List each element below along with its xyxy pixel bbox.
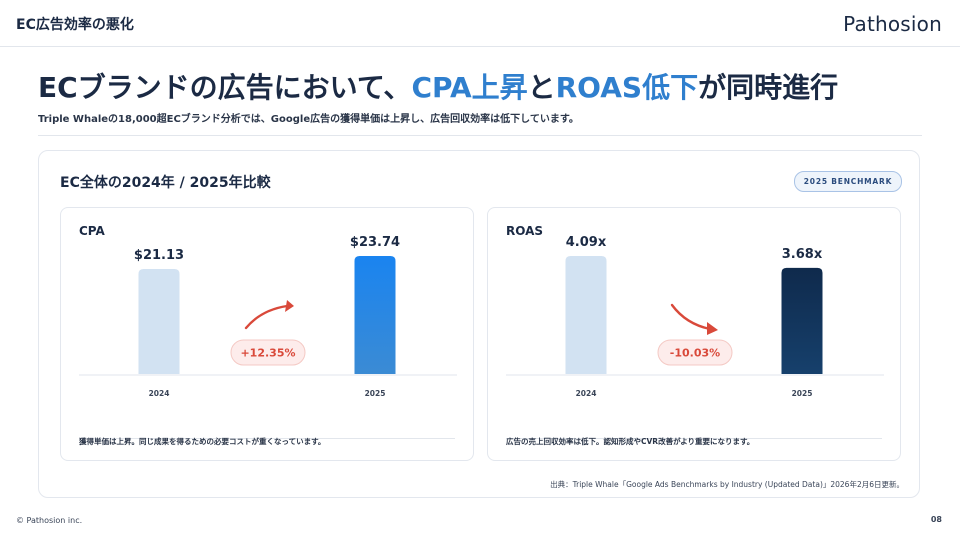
cpa-value-label-2025: $23.74 [350,235,400,250]
roas-note: 広告の売上回収効率は低下。認知形成やCVR改善がより重要になります。 [506,437,755,446]
roas-change-pill [657,339,733,366]
roas-value-label-2024: 4.09x [566,235,607,250]
cpa-value-label-2024: $21.13 [134,248,184,263]
roas-panel: ROAS 4.09x 2024 3.68x 2025 -10.03% 広告の売上回収効率… [487,207,901,461]
cpa-note-divider [79,438,455,439]
content-divider [38,135,922,136]
benchmark-badge: 2025 BENCHMARK [794,171,902,192]
page-headline: ECブランドの広告において、CPA上昇とROAS低下が同時進行 [38,66,838,106]
cpa-category-label-2024: 2024 [149,389,170,398]
cpa-note: 獲得単価は上昇。同じ成果を得るための必要コストが重くなっています。 [79,437,326,446]
roas-change-arrow-icon [670,303,712,331]
section-title: EC広告効率の悪化 [16,17,134,33]
headline-highlight-roas: ROAS低下 [555,71,699,104]
header-divider [0,46,960,47]
roas-bar-2024 [565,256,607,374]
cpa-chart: $21.13 2024 $23.74 2025 +12.35% [79,235,457,398]
cpa-category-label-2025: 2025 [365,389,386,398]
card-title: EC全体の2024年 / 2025年比較 [60,175,271,191]
headline-middle: と [527,71,556,104]
source-citation: 出典：Triple Whale「Google Ads Benchmarks by… [550,480,904,489]
footer-copyright: © Pathosion inc. [16,516,83,525]
cpa-panel: CPA $21.13 2024 $23.74 2025 +12.35% 獲得単価は上昇。… [60,207,474,461]
headline-prefix: ECブランドの広告において、 [38,71,412,104]
roas-value-label-2025: 3.68x [782,247,823,262]
roas-panel-label: ROAS [506,224,544,238]
cpa-panel-label: CPA [79,224,105,238]
cpa-change-pill [230,339,306,366]
headline-highlight-cpa: CPA上昇 [411,71,528,104]
roas-category-label-2025: 2025 [792,389,813,398]
roas-category-label-2024: 2024 [576,389,597,398]
cpa-bar-2025 [354,256,396,374]
brand-logo: Pathosion [843,12,942,36]
roas-change-arrowhead-icon [707,322,718,335]
cpa-change-label: +12.35% [240,347,295,360]
roas-bar-2025 [781,267,823,374]
page-subline: Triple Whaleの18,000超ECブランド分析では、Google広告の… [38,114,579,125]
roas-chart: 4.09x 2024 3.68x 2025 -10.03% [506,235,884,398]
cpa-change-arrowhead-icon [285,300,294,312]
roas-change-label: -10.03% [670,347,720,360]
headline-suffix: が同時進行 [698,71,839,104]
roas-note-divider [506,438,882,439]
page-number: 08 [930,515,942,524]
cpa-change-arrow-icon [244,304,289,330]
cpa-bar-2024 [138,268,180,374]
